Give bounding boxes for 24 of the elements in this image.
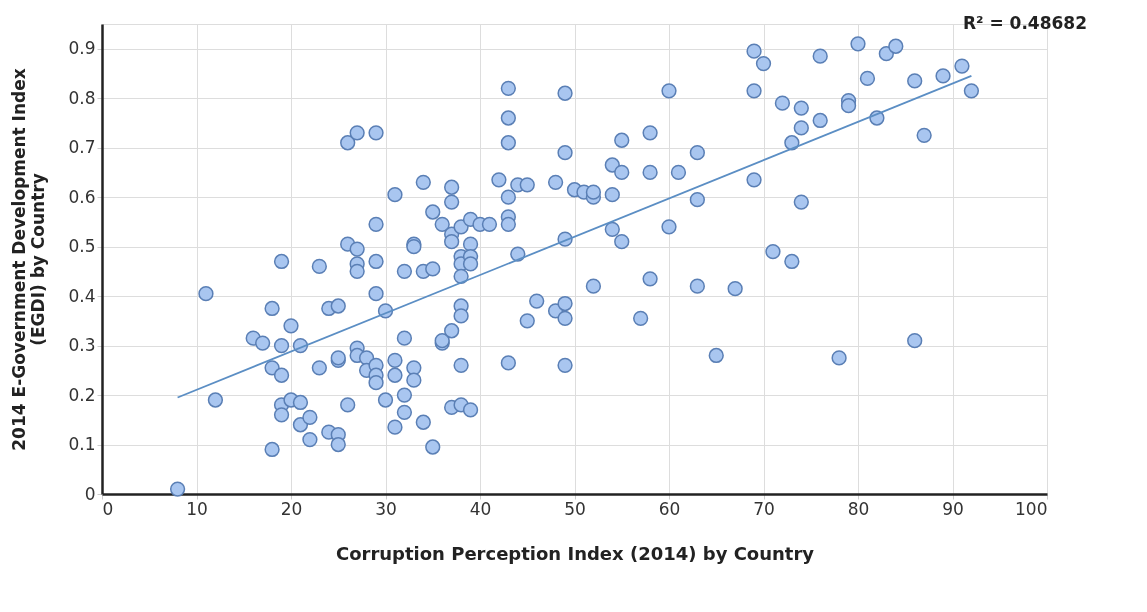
y-tick-label: 0.4 [68,285,96,306]
x-tick-label: 20 [280,498,303,519]
y-tick-label: 0.1 [68,434,96,455]
y-tick-label: 0 [84,483,96,504]
y-tick-label: 0.5 [68,236,96,257]
x-tick-label: 80 [847,498,870,519]
x-tick-label: 70 [753,498,775,519]
y-tick-label: 0.6 [68,186,96,207]
annotation: R² = 0.48682 [962,13,1087,33]
y-tick-label: 0.7 [68,137,96,158]
y-tick-label: 0.2 [68,384,96,405]
x-axis-title: Corruption Perception Index (2014) by Country [335,542,815,564]
y-axis-title: 2014 E-Government Development Index (EGDI) by Country [9,68,49,451]
y-tick-label: 0.9 [68,38,96,59]
x-tick-label: 100 [1015,498,1048,519]
x-tick-label: 10 [186,498,208,519]
x-tick-label: 50 [564,498,586,519]
x-tick-label: 30 [375,498,397,519]
y-tick-label: 0.3 [68,335,96,356]
x-tick-label: 40 [469,498,492,519]
x-tick-label: 90 [942,498,964,519]
x-tick-label: 60 [658,498,681,519]
y-tick-label: 0.8 [68,87,96,108]
x-tick-label: 0 [102,498,114,519]
